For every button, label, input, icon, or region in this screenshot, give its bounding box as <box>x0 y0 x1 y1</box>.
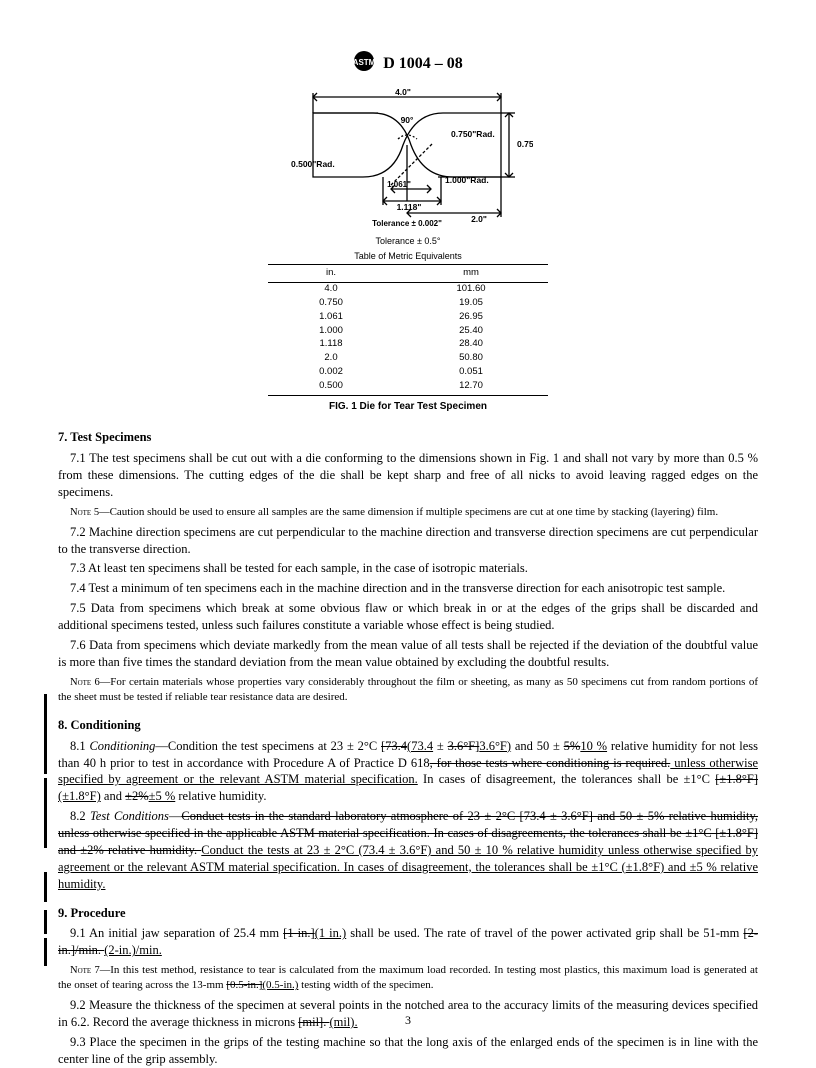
svg-text:ASTM: ASTM <box>353 58 375 67</box>
figure-1-title: FIG. 1 Die for Tear Test Specimen <box>58 400 758 414</box>
astm-logo: ASTM <box>353 50 375 79</box>
para-7-4: 7.4 Test a minimum of ten specimens each… <box>58 580 758 597</box>
svg-text:1.000"Rad.: 1.000"Rad. <box>445 175 489 185</box>
para-9-3: 9.3 Place the specimen in the grips of t… <box>58 1034 758 1068</box>
svg-text:0.500"Rad.: 0.500"Rad. <box>291 159 335 169</box>
svg-text:2.0": 2.0" <box>471 214 487 224</box>
section-8-heading: 8. Conditioning <box>58 717 758 734</box>
changebar-9-2 <box>44 938 47 966</box>
para-7-3: 7.3 At least ten specimens shall be test… <box>58 560 758 577</box>
figure-1-diagram: 4.0" 90° 0.750"Rad. 0.750" 0.500"Rad. 1.… <box>58 89 758 232</box>
changebar-8-2 <box>44 778 47 848</box>
fig-tolerance-deg: Tolerance ± 0.5° <box>58 235 758 247</box>
svg-text:Tolerance ± 0.002": Tolerance ± 0.002" <box>372 219 442 227</box>
changebar-8-1 <box>44 694 47 774</box>
svg-text:0.750": 0.750" <box>517 139 533 149</box>
designation: D 1004 – 08 <box>383 55 463 72</box>
changebar-9-1 <box>44 872 47 902</box>
svg-text:4.0": 4.0" <box>395 89 411 97</box>
section-9-heading: 9. Procedure <box>58 905 758 922</box>
page-number: 3 <box>0 1012 816 1028</box>
col-mm: mm <box>394 264 548 282</box>
col-in: in. <box>268 264 394 282</box>
page-header: ASTM D 1004 – 08 <box>58 50 758 79</box>
section-7-heading: 7. Test Specimens <box>58 429 758 446</box>
note-5: Note 5—Caution should be used to ensure … <box>58 505 758 520</box>
para-8-2: 8.2 Test Conditions—Conduct tests in the… <box>58 808 758 892</box>
para-9-1: 9.1 An initial jaw separation of 25.4 mm… <box>58 925 758 959</box>
para-7-1: 7.1 The test specimens shall be cut out … <box>58 450 758 501</box>
svg-text:0.750"Rad.: 0.750"Rad. <box>451 129 495 139</box>
para-7-2: 7.2 Machine direction specimens are cut … <box>58 524 758 558</box>
metric-equivalents-table: in.mm 4.0101.60 0.75019.05 1.06126.95 1.… <box>268 264 548 396</box>
changebar-note7 <box>44 910 47 934</box>
svg-text:1.061": 1.061" <box>387 180 411 189</box>
note-7: Note 7—In this test method, resistance t… <box>58 963 758 993</box>
svg-text:90°: 90° <box>401 115 414 125</box>
para-8-1: 8.1 Conditioning—Condition the test spec… <box>58 738 758 806</box>
svg-text:1.118": 1.118" <box>397 202 422 212</box>
metric-table-title: Table of Metric Equivalents <box>58 250 758 262</box>
para-7-5: 7.5 Data from specimens which break at s… <box>58 600 758 634</box>
note-6: Note 6—For certain materials whose prope… <box>58 675 758 705</box>
para-7-6: 7.6 Data from specimens which deviate ma… <box>58 637 758 671</box>
